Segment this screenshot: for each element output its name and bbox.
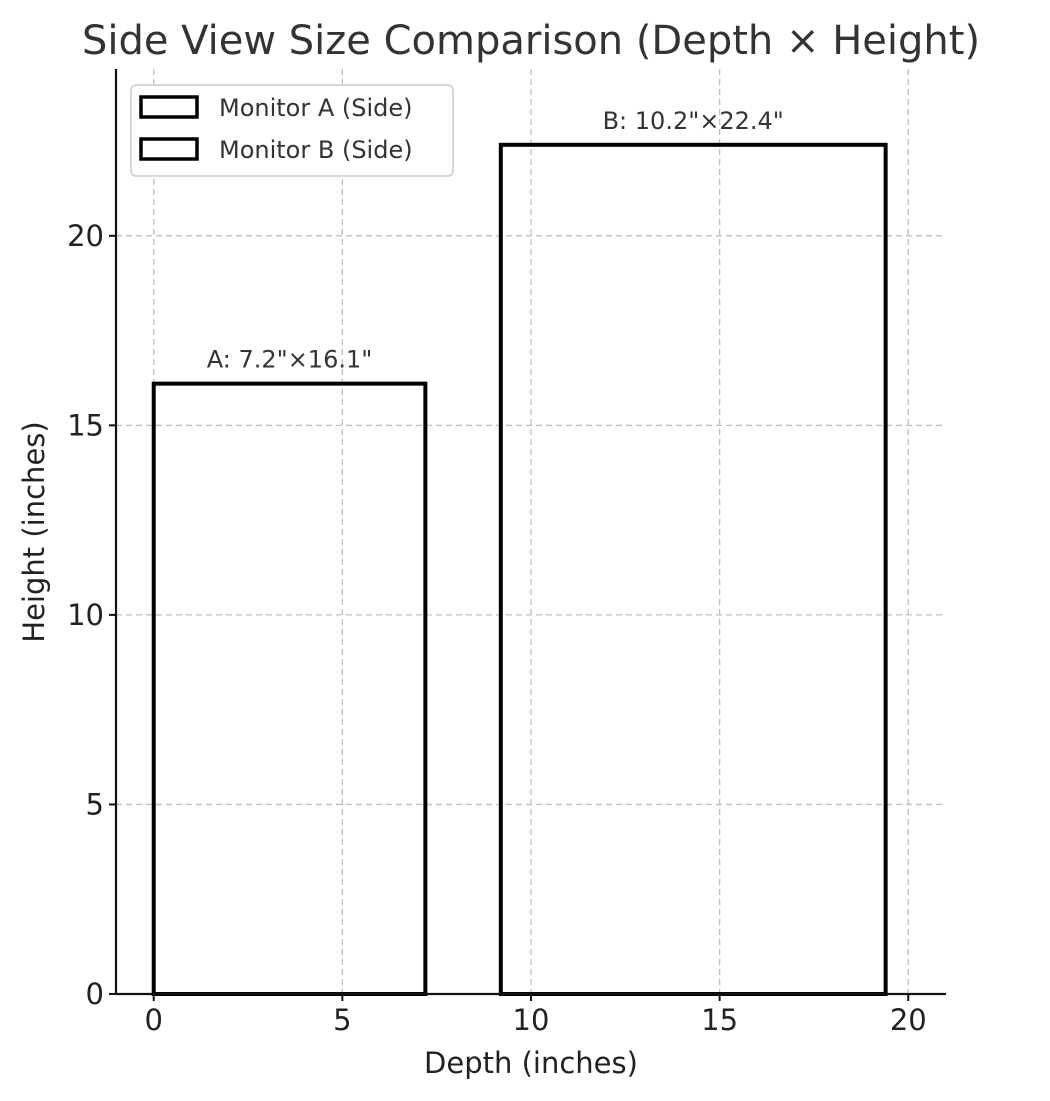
y-tick-label: 20 [67, 219, 104, 253]
legend-swatch-monitor-b [139, 137, 199, 161]
x-tick-label: 5 [333, 1003, 351, 1037]
annotations: A: 7.2"×16.1" B: 10.2"×22.4" [207, 107, 784, 374]
y-axis-label: Height (inches) [17, 421, 51, 642]
x-tick-label: 0 [145, 1003, 163, 1037]
y-tick-label: 0 [86, 977, 104, 1011]
legend-label-monitor-b: Monitor B (Side) [219, 136, 413, 164]
x-axis-label: Depth (inches) [424, 1046, 638, 1080]
legend-label-monitor-a: Monitor A (Side) [219, 94, 413, 122]
bar-monitor-b [498, 142, 888, 996]
ticks: 0 5 10 15 20 0 5 10 15 20 [67, 219, 927, 1037]
x-tick-label: 10 [513, 1003, 550, 1037]
grid [116, 69, 946, 994]
x-tick-label: 20 [890, 1003, 927, 1037]
annotation-monitor-b: B: 10.2"×22.4" [603, 107, 784, 135]
y-tick-label: 10 [67, 598, 104, 632]
legend-frame [130, 84, 454, 177]
bars [151, 142, 888, 997]
annotation-monitor-a: A: 7.2"×16.1" [207, 346, 373, 374]
y-tick-label: 5 [86, 787, 104, 821]
bar-monitor-a [151, 381, 428, 997]
chart-title: Side View Size Comparison (Depth × Heigh… [82, 18, 980, 64]
legend: Monitor A (Side) Monitor B (Side) [130, 84, 454, 177]
x-tick-label: 15 [701, 1003, 738, 1037]
y-tick-label: 15 [67, 408, 104, 442]
legend-swatch-monitor-a [139, 95, 199, 119]
